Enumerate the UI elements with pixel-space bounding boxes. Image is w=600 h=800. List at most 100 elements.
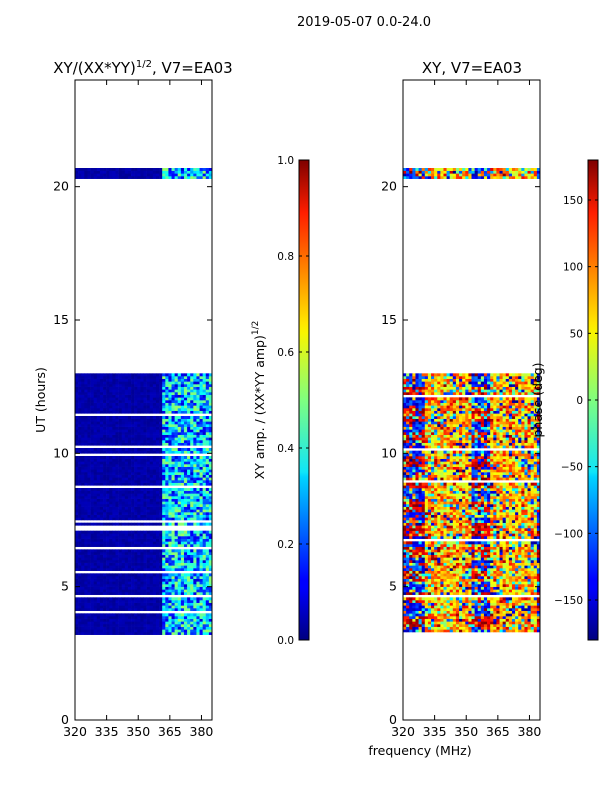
heatmap-cell [134,608,138,611]
heatmap-cell [121,421,126,425]
heatmap-cell [84,418,88,422]
heatmap-cell [536,581,541,585]
heatmap-cell [118,624,123,627]
heatmap-cell [143,466,147,470]
heatmap-cell [193,533,197,537]
heatmap-cell [155,496,160,499]
heatmap-cell [90,392,94,395]
heatmap-cell [493,618,497,622]
heatmap-cell [109,496,113,499]
heatmap-cell [202,632,207,635]
heatmap-cell [431,613,435,617]
heatmap-cell [121,418,126,422]
heatmap-cell [112,536,116,539]
heatmap-cell [177,493,182,497]
heatmap-cell [115,434,119,438]
heatmap-cell [474,608,479,611]
heatmap-cell [155,509,160,513]
heatmap-cell [187,176,191,179]
heatmap-cell [103,509,107,513]
heatmap-cell [124,560,129,563]
heatmap-cell [152,600,157,603]
heatmap-cell [78,384,82,387]
heatmap-cell [93,602,98,606]
heatmap-row [75,592,213,595]
heatmap-cell [193,584,197,587]
heatmap-cell [508,608,513,611]
heatmap-cell [103,549,107,553]
heatmap-cell [109,397,113,401]
heatmap-cell [124,437,129,441]
heatmap-cell [93,405,98,409]
heatmap-row [75,533,213,537]
heatmap-cell [168,456,172,459]
heatmap-cell [171,504,175,507]
heatmap-cell [124,176,129,179]
heatmap-cell [165,176,169,179]
heatmap-cell [115,517,119,521]
heatmap-cell [190,469,194,473]
heatmap-cell [131,488,135,491]
heatmap-cell [106,554,110,558]
heatmap-cell [449,581,454,585]
heatmap-cell [137,482,141,486]
heatmap-cell [81,402,85,406]
heatmap-cell [124,618,129,622]
heatmap-cell [121,170,126,174]
heatmap-cell [474,605,479,609]
heatmap-cell [103,568,107,571]
heatmap-cell [143,448,147,451]
heatmap-cell [87,616,91,619]
heatmap-cell [168,416,172,419]
heatmap-cell [187,429,191,433]
heatmap-cell [109,480,113,483]
heatmap-cell [162,376,166,379]
heatmap-cell [149,509,154,513]
heatmap-cell [84,416,88,419]
heatmap-cell [155,626,160,630]
heatmap-cell [131,581,135,585]
heatmap-cell [187,421,191,425]
heatmap-cell [84,621,88,625]
heatmap-cell [134,552,138,555]
heatmap-cell [84,429,88,433]
heatmap-cell [483,605,488,609]
heatmap-cell [140,170,144,174]
heatmap-cell [187,554,191,558]
heatmap-cell [127,581,132,585]
heatmap-cell [96,477,101,481]
heatmap-cell [143,565,147,569]
heatmap-cell [78,456,82,459]
heatmap-cell [115,474,119,478]
heatmap-cell [93,504,98,507]
heatmap-cell [174,538,179,542]
heatmap-cell [162,440,166,443]
heatmap-cell [190,632,194,635]
heatmap-cell [99,498,104,502]
heatmap-row [75,440,213,443]
heatmap-cell [183,168,188,171]
heatmap-cell [205,381,210,385]
heatmap-cell [190,482,194,486]
heatmap-cell [459,592,463,595]
heatmap-cell [127,424,132,427]
heatmap-cell [477,621,482,625]
heatmap-cell [143,589,147,593]
heatmap-cell [183,493,188,497]
heatmap-cell [480,629,485,633]
heatmap-cell [93,608,98,611]
heatmap-cell [187,442,191,446]
heatmap-cell [106,578,110,582]
heatmap-cell [143,389,147,393]
heatmap-cell [155,170,160,174]
heatmap-cell [93,517,98,521]
heatmap-cell [137,568,141,571]
heatmap-cell [149,437,154,441]
heatmap-cell [134,400,138,403]
heatmap-cell [208,509,213,513]
heatmap-cell [99,592,104,595]
heatmap-cell [177,549,182,553]
heatmap-cell [118,392,123,395]
heatmap-cell [168,389,172,393]
heatmap-cell [427,602,432,606]
